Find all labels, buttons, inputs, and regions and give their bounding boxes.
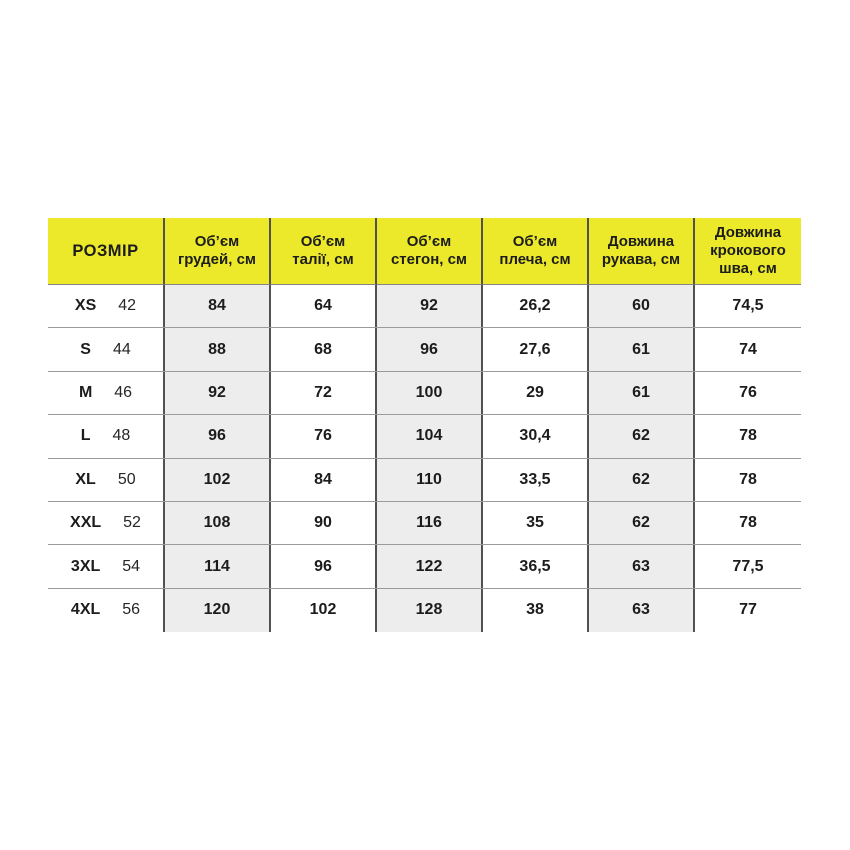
header-cell-waist: Об’єм талії, см [271, 218, 377, 285]
table-body: XS 42 84 64 92 26,2 60 74,5 S 44 88 68 9… [48, 285, 801, 633]
value-cell-chest: 120 [165, 588, 271, 633]
value-cell-inseam: 77,5 [695, 545, 801, 588]
table-row-xs: XS 42 84 64 92 26,2 60 74,5 [48, 285, 801, 329]
header-cell-chest: Об’єм грудей, см [165, 218, 271, 285]
value-cell-waist: 84 [271, 458, 377, 501]
value-cell-sleeve: 62 [589, 501, 695, 545]
value-cell-chest: 96 [165, 415, 271, 458]
header-cell-sleeve: Довжина рукава, см [589, 218, 695, 285]
value-cell-waist: 102 [271, 588, 377, 633]
value-cell-shoulder: 33,5 [483, 458, 589, 501]
size-cell: XS 42 [48, 285, 165, 328]
size-label: 3XL [70, 557, 101, 575]
size-label: XL [75, 470, 96, 488]
value-cell-hips: 104 [377, 415, 483, 458]
value-cell-inseam: 78 [695, 415, 801, 458]
value-cell-hips: 100 [377, 371, 483, 415]
value-cell-hips: 92 [377, 285, 483, 328]
size-label: L [80, 427, 91, 445]
size-label: M [78, 383, 93, 401]
value-cell-shoulder: 30,4 [483, 415, 589, 458]
value-cell-chest: 84 [165, 285, 271, 328]
size-cell: 3XL 54 [48, 545, 165, 588]
value-cell-shoulder: 29 [483, 371, 589, 415]
header-size-label: РОЗМІР [72, 241, 139, 260]
value-cell-sleeve: 61 [589, 371, 695, 415]
value-cell-chest: 114 [165, 545, 271, 588]
table-row-l: L 48 96 76 104 30,4 62 78 [48, 415, 801, 459]
value-cell-shoulder: 36,5 [483, 545, 589, 588]
value-cell-hips: 96 [377, 328, 483, 371]
value-cell-chest: 92 [165, 371, 271, 415]
value-cell-sleeve: 62 [589, 458, 695, 501]
header-cell-shoulder: Об’єм плеча, см [483, 218, 589, 285]
size-cell: M 46 [48, 371, 165, 415]
table-row-m: M 46 92 72 100 29 61 76 [48, 371, 801, 416]
value-cell-sleeve: 63 [589, 545, 695, 588]
value-cell-hips: 122 [377, 545, 483, 588]
header-cell-hips: Об’єм стегон, см [377, 218, 483, 285]
table-row-xl: XL 50 102 84 110 33,5 62 78 [48, 458, 801, 502]
size-chart-table: РОЗМІР Об’єм грудей, см Об’єм талії, см … [48, 218, 801, 633]
header-cell-inseam: Довжина крокового шва, см [695, 218, 801, 285]
value-cell-waist: 76 [271, 415, 377, 458]
value-cell-waist: 90 [271, 501, 377, 545]
value-cell-sleeve: 62 [589, 415, 695, 458]
size-number: 48 [112, 427, 131, 445]
value-cell-sleeve: 63 [589, 588, 695, 633]
value-cell-waist: 68 [271, 328, 377, 371]
size-number: 52 [123, 514, 141, 532]
table-row-s: S 44 88 68 96 27,6 61 74 [48, 328, 801, 372]
size-number: 46 [114, 383, 133, 401]
value-cell-inseam: 76 [695, 371, 801, 415]
value-cell-waist: 72 [271, 371, 377, 415]
value-cell-shoulder: 38 [483, 588, 589, 633]
size-number: 54 [122, 557, 141, 575]
size-number: 50 [117, 470, 136, 488]
value-cell-inseam: 74 [695, 328, 801, 371]
table-row-4xl: 4XL 56 120 102 128 38 63 77 [48, 588, 801, 633]
value-cell-shoulder: 26,2 [483, 285, 589, 328]
size-number: 56 [122, 601, 141, 619]
size-cell: XXL 52 [48, 501, 165, 545]
size-number: 44 [112, 340, 131, 358]
value-cell-shoulder: 27,6 [483, 328, 589, 371]
value-cell-shoulder: 35 [483, 501, 589, 545]
table-row-xxl: XXL 52 108 90 116 35 62 78 [48, 501, 801, 546]
value-cell-inseam: 78 [695, 501, 801, 545]
size-label: 4XL [70, 601, 101, 619]
value-cell-waist: 64 [271, 285, 377, 328]
size-cell: XL 50 [48, 458, 165, 501]
table-header: РОЗМІР Об’єм грудей, см Об’єм талії, см … [48, 218, 801, 285]
value-cell-hips: 116 [377, 501, 483, 545]
value-cell-waist: 96 [271, 545, 377, 588]
value-cell-chest: 108 [165, 501, 271, 545]
size-cell: S 44 [48, 328, 165, 371]
value-cell-sleeve: 61 [589, 328, 695, 371]
value-cell-sleeve: 60 [589, 285, 695, 328]
size-number: 42 [118, 297, 137, 315]
value-cell-inseam: 74,5 [695, 285, 801, 328]
size-label: S [80, 340, 91, 358]
table-row-3xl: 3XL 54 114 96 122 36,5 63 77,5 [48, 545, 801, 589]
value-cell-chest: 88 [165, 328, 271, 371]
value-cell-chest: 102 [165, 458, 271, 501]
size-cell: 4XL 56 [48, 588, 165, 633]
value-cell-hips: 110 [377, 458, 483, 501]
size-label: XXL [70, 514, 102, 532]
value-cell-inseam: 77 [695, 588, 801, 633]
header-size-cell: РОЗМІР [48, 218, 165, 285]
size-label: XS [74, 297, 97, 315]
value-cell-inseam: 78 [695, 458, 801, 501]
size-cell: L 48 [48, 415, 165, 458]
value-cell-hips: 128 [377, 588, 483, 633]
